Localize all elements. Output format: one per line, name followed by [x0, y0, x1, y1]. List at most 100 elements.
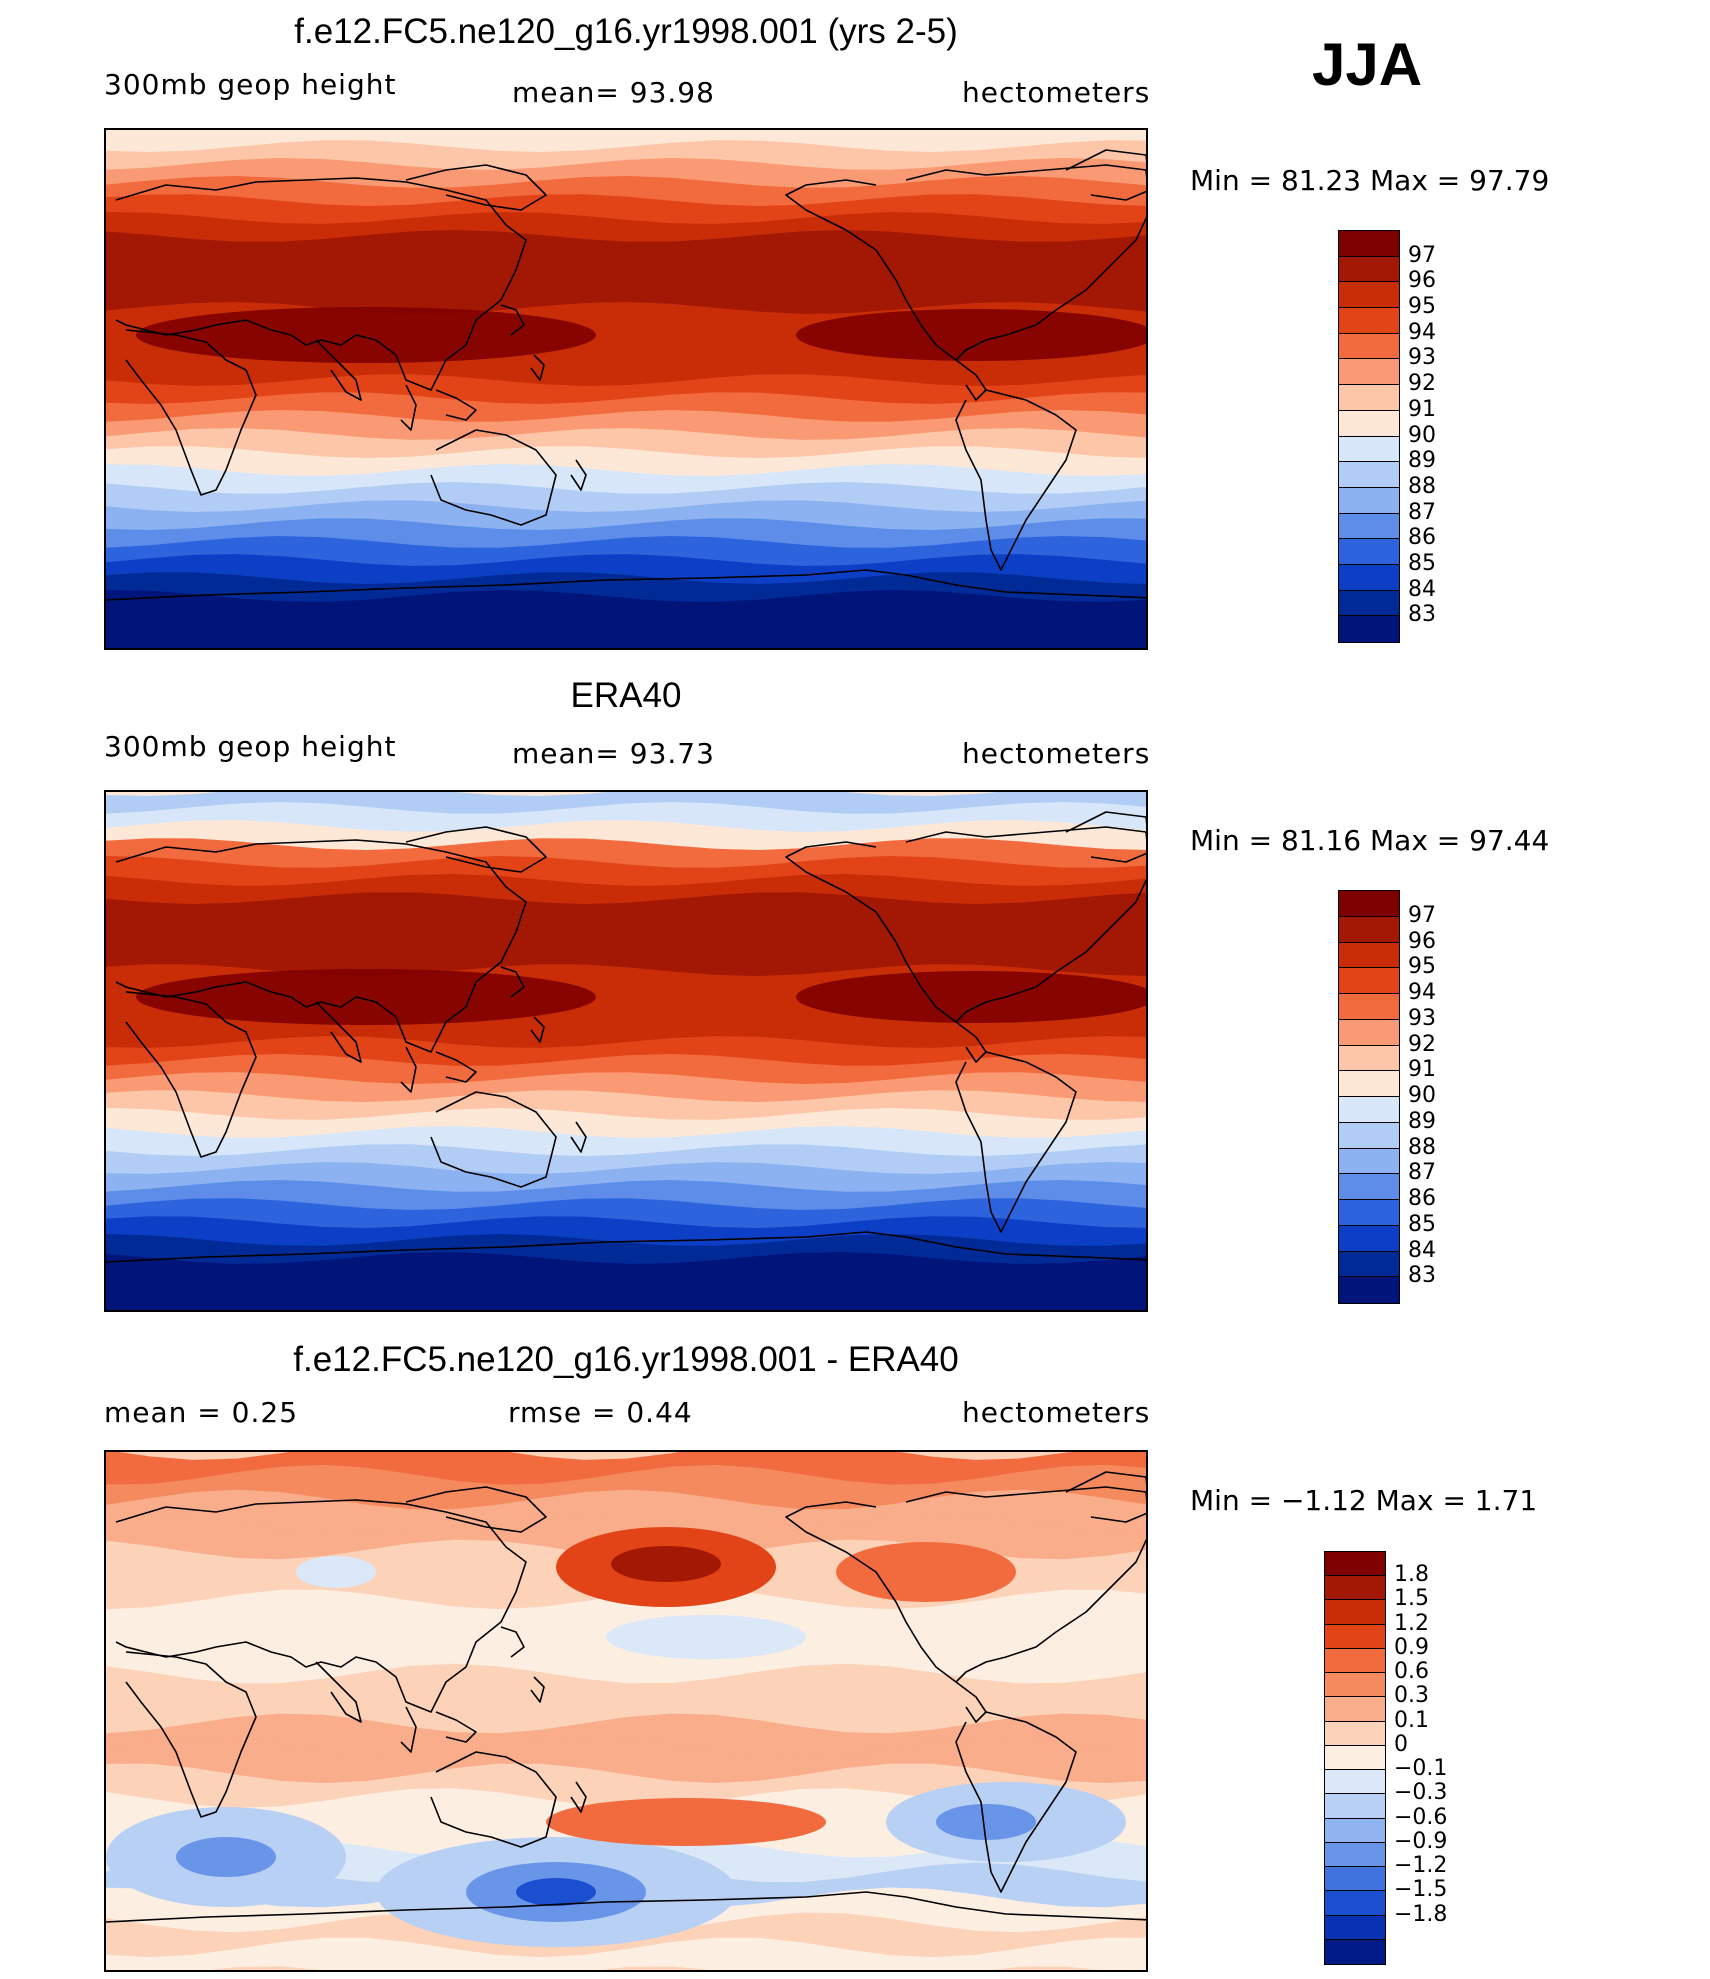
coastline	[530, 1016, 545, 1043]
panel2-contour-map	[106, 792, 1146, 1310]
coastline	[1065, 811, 1146, 863]
coastlines	[106, 149, 1146, 601]
panel3-colorbar	[1324, 1551, 1386, 1965]
colorbar-box	[1325, 1818, 1385, 1843]
coastline	[315, 339, 362, 401]
panel3-units-label: hectometers	[962, 1396, 1151, 1429]
colorbar-box	[1325, 1770, 1385, 1795]
anomaly-blob	[176, 1837, 276, 1877]
coastline	[530, 354, 545, 381]
coastline	[500, 304, 525, 336]
colorbar-box	[1339, 1200, 1399, 1226]
colorbar-tick-label: 87	[1408, 499, 1436, 525]
panel1-units-label: hectometers	[962, 76, 1151, 109]
contour-band	[106, 554, 1146, 588]
colorbar-box	[1325, 1624, 1385, 1649]
colorbar-tick-label: 92	[1408, 371, 1436, 397]
colorbar-tick-label: 0.6	[1394, 1659, 1429, 1685]
coastline	[405, 1486, 547, 1533]
contour-band	[106, 1688, 1146, 1738]
coastline	[106, 1231, 1146, 1263]
coastline	[125, 1651, 257, 1818]
colorbar-tick-label: 88	[1408, 1134, 1436, 1160]
contour-band	[106, 428, 1146, 462]
anomaly-blob	[936, 1804, 1036, 1840]
coastline	[405, 164, 547, 211]
colorbar-tick-label: −1.2	[1394, 1853, 1448, 1879]
panel1-mean-label: mean= 93.98	[512, 76, 715, 109]
panel2-title: ERA40	[570, 676, 682, 715]
coastline	[570, 1121, 587, 1153]
colorbar-box	[1325, 1794, 1385, 1819]
colorbar-tick-label: 90	[1408, 422, 1436, 448]
colorbar-tick-label: 86	[1408, 1186, 1436, 1211]
panel1-title: f.e12.FC5.ne120_g16.yr1998.001 (yrs 2-5)	[294, 12, 958, 51]
panel1-colorbar	[1338, 230, 1400, 643]
panel3-map	[104, 1450, 1148, 1972]
colorbar-box	[1339, 564, 1399, 591]
colorbar-box	[1339, 333, 1399, 360]
colorbar-box	[1325, 1721, 1385, 1746]
contour-band	[106, 374, 1146, 408]
panel3-mean-label: mean = 0.25	[104, 1396, 299, 1429]
contour-band	[106, 1663, 1146, 1713]
contour-band	[106, 248, 1146, 282]
colorbar-box	[1339, 916, 1399, 943]
contour-band	[106, 572, 1146, 606]
coastline	[500, 1626, 525, 1658]
panel1-variable-label: 300mb geop height	[104, 68, 397, 101]
coastline	[106, 569, 1146, 601]
colorbar-box	[1325, 1648, 1385, 1674]
colorbar-tick-label: 93	[1408, 1005, 1436, 1031]
contour-band	[106, 1489, 1146, 1539]
coastline	[430, 429, 557, 526]
panel2-colorbar	[1338, 890, 1400, 1304]
coastline	[430, 1751, 557, 1848]
coastline	[955, 1711, 1077, 1893]
colorbar-tick-label: 89	[1408, 448, 1436, 474]
colorbar-box	[1339, 1148, 1399, 1175]
anomaly-blob	[296, 1556, 376, 1588]
coastline	[435, 1711, 477, 1743]
anomaly-blob	[611, 1546, 721, 1582]
colorbar-box	[1325, 1867, 1385, 1892]
contour-band	[106, 1288, 1146, 1310]
contour-band	[106, 500, 1146, 534]
coastline	[435, 389, 477, 421]
contour-band	[106, 1738, 1146, 1788]
colorbar-tick-label: −1.5	[1394, 1877, 1448, 1903]
colorbar-box	[1339, 1097, 1399, 1123]
colorbar-tick-label: 89	[1408, 1108, 1436, 1134]
colorbar-tick-label: 1.2	[1394, 1610, 1429, 1636]
anomaly-blob	[606, 1615, 806, 1659]
coastline	[400, 1706, 417, 1753]
contour-band	[106, 536, 1146, 570]
contour-band	[106, 158, 1146, 192]
colorbar-box	[1339, 487, 1399, 514]
colorbar-tick-label: −0.1	[1394, 1756, 1448, 1782]
colorbar-box	[1339, 1122, 1399, 1149]
panel2-minmax: Min = 81.16 Max = 97.44	[1190, 824, 1550, 857]
colorbar-box	[1325, 1891, 1385, 1916]
colorbar-tick-label: 94	[1408, 980, 1436, 1005]
panel3-contour-map	[106, 1452, 1146, 1970]
contour-band	[106, 1452, 1146, 1489]
colorbar-box	[1339, 539, 1399, 565]
coastline	[315, 1661, 362, 1723]
colorbar-box	[1325, 1697, 1385, 1722]
colorbar-box	[1325, 1745, 1385, 1771]
colorbar-box	[1325, 1552, 1385, 1577]
colorbar-tick-label: 83	[1408, 1263, 1436, 1289]
contour-band	[106, 1018, 1146, 1052]
high-pressure-core	[136, 969, 596, 1025]
colorbar-tick-label: 85	[1408, 550, 1436, 576]
anomaly-blob	[516, 1878, 596, 1906]
contour-band	[106, 928, 1146, 962]
colorbar-box	[1325, 1673, 1385, 1698]
panel3-minmax: Min = −1.12 Max = 1.71	[1190, 1484, 1538, 1517]
colorbar-box	[1339, 231, 1399, 257]
contour-band	[106, 410, 1146, 444]
colorbar-box	[1339, 359, 1399, 386]
panel2-variable-label: 300mb geop height	[104, 730, 397, 763]
colorbar-tick-label: 0.1	[1394, 1707, 1429, 1733]
